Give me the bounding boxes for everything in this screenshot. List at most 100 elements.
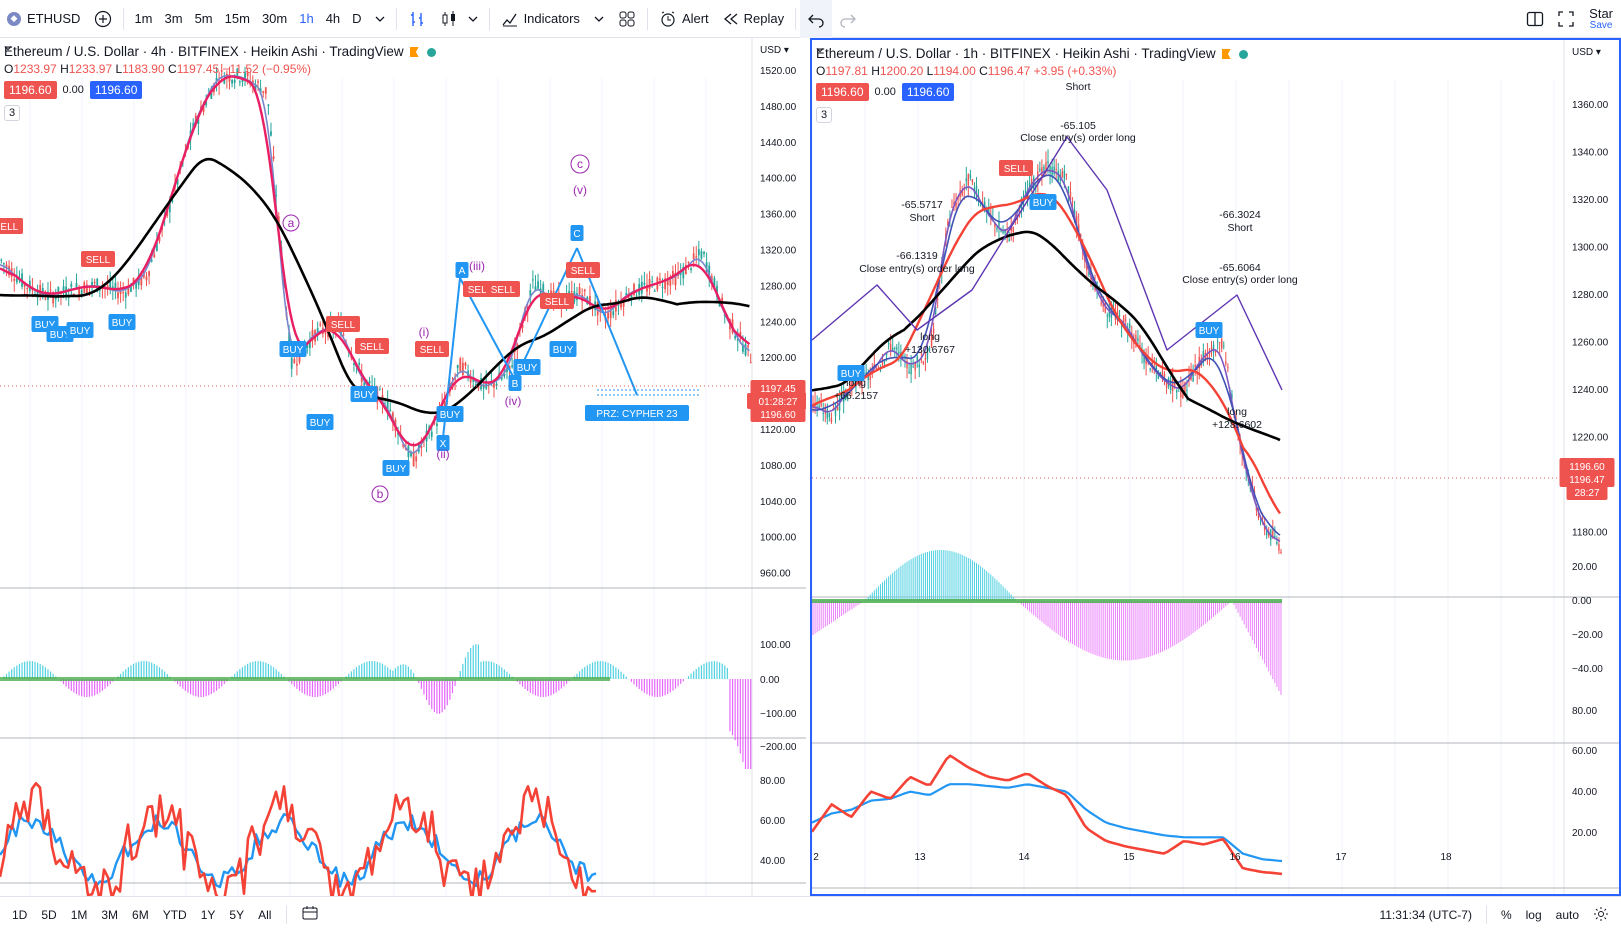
- candle-body: [669, 279, 672, 286]
- range-3m[interactable]: 3M: [101, 907, 119, 922]
- candle-body: [1045, 161, 1047, 170]
- left-ohlc-row: O1233.97 H1233.97 L1183.90 C1197.45 −11.…: [4, 62, 436, 76]
- interval-1h[interactable]: 1h: [299, 11, 314, 26]
- candle-body: [308, 339, 311, 349]
- left-chart-canvas[interactable]: USD ▾ 1520.00 1480.00 1440.00 1400.00 1360.00…: [0, 38, 806, 896]
- sell-signal-badge-bg: [355, 338, 389, 354]
- candle-body: [1261, 517, 1264, 519]
- candle-body: [914, 362, 916, 371]
- bar-style-button[interactable]: [401, 0, 433, 38]
- left-chart-title: Ethereum / U.S. Dollar · 4h · BITFINEX ·…: [4, 44, 404, 59]
- split-layout-button[interactable]: [1519, 0, 1551, 38]
- goto-date-button[interactable]: [295, 906, 325, 923]
- star-save-button[interactable]: Star Save: [1581, 7, 1621, 31]
- ohlc-open: 1197.81: [825, 64, 868, 78]
- sell-price-tag[interactable]: 1196.60: [816, 83, 869, 101]
- auto-toggle[interactable]: auto: [1555, 908, 1579, 922]
- candle-body: [865, 372, 867, 375]
- interval-1m[interactable]: 1m: [134, 11, 153, 26]
- layout-button[interactable]: [611, 0, 643, 38]
- bid-price-tag: 1196.60: [1569, 462, 1605, 473]
- redo-button[interactable]: [832, 0, 864, 38]
- range-list: 1D 5D 1M 3M 6M YTD 1Y 5Y All: [0, 905, 325, 924]
- price-tick-label: 1440.00: [760, 138, 797, 149]
- osc-tick-label: −200.00: [760, 742, 797, 753]
- candle-body: [1180, 388, 1182, 398]
- interval-15m[interactable]: 15m: [224, 11, 250, 26]
- interval-4h[interactable]: 4h: [325, 11, 341, 26]
- range-1y[interactable]: 1Y: [200, 907, 216, 922]
- range-5d[interactable]: 5D: [41, 907, 57, 922]
- candle-body: [881, 361, 884, 365]
- buy-signal-badge-bg: [436, 406, 464, 422]
- candle-body: [932, 328, 935, 333]
- pattern-point-b-bg: [508, 375, 522, 391]
- buy-signal-badge: BUY: [112, 318, 133, 329]
- clock-timezone[interactable]: 11:31:34 (UTC-7): [1379, 908, 1472, 922]
- indicators-collapse-button[interactable]: 3: [816, 48, 833, 123]
- range-1m[interactable]: 1M: [70, 907, 88, 922]
- long-2-label: long: [920, 331, 940, 343]
- last-price-tag: 1196.47: [1569, 475, 1605, 486]
- candle-body: [1165, 381, 1168, 388]
- range-all[interactable]: All: [258, 907, 272, 922]
- sell-signal-badge-bg: [415, 341, 449, 357]
- gear-icon: [1594, 906, 1608, 921]
- interval-5m[interactable]: 5m: [194, 11, 213, 26]
- candle-body: [612, 311, 615, 316]
- interval-3m[interactable]: 3m: [164, 11, 183, 26]
- expand-icon: [1558, 11, 1574, 27]
- wave-ii-label: (ii): [436, 447, 449, 461]
- candle-body: [436, 423, 438, 427]
- range-ytd[interactable]: YTD: [162, 907, 187, 922]
- sell-signal-badge-bg: [999, 160, 1033, 176]
- alert-button[interactable]: Alert: [652, 0, 716, 38]
- range-6m[interactable]: 6M: [132, 907, 149, 922]
- indicator-count: 3: [9, 107, 16, 119]
- candle-body: [885, 352, 888, 356]
- buy-price-tag[interactable]: 1196.60: [89, 81, 143, 99]
- replay-button[interactable]: Replay: [716, 0, 791, 38]
- buy-signal-badge: BUY: [440, 410, 461, 421]
- left-chart-pane[interactable]: USD ▾ 1520.00 1480.00 1440.00 1400.00 1360.00…: [0, 38, 806, 896]
- ohlc-open: 1233.97: [13, 62, 57, 76]
- bottom-toolbar: 1D 5D 1M 3M 6M YTD 1Y 5Y All 11:31:34 (U…: [0, 896, 1621, 932]
- right-chart-pane[interactable]: USD ▾ 1360.00 1340.00 1320.00 1300.00 1280.00…: [810, 38, 1621, 896]
- symbol-search[interactable]: ◆ ETHUSD: [0, 0, 87, 38]
- buy-signal-badge: BUY: [50, 330, 71, 341]
- candle-style-button[interactable]: [433, 0, 485, 38]
- right-chart-canvas[interactable]: USD ▾1360.001340.001320.001300.001280.00…: [812, 40, 1619, 894]
- interval-dropdown-button[interactable]: [368, 0, 392, 38]
- candle-body: [1135, 335, 1137, 341]
- buy-price-tag[interactable]: 1196.60: [901, 83, 955, 101]
- candle-body: [1210, 347, 1213, 350]
- interval-30m[interactable]: 30m: [261, 11, 288, 26]
- candle-body: [464, 362, 467, 366]
- buy-signal-badge: BUY: [310, 418, 331, 429]
- sell-signal-badge-bg: [0, 218, 23, 234]
- indicators-button[interactable]: Indicators: [494, 0, 611, 38]
- chart-settings-button[interactable]: [1593, 906, 1609, 925]
- sell-price-tag[interactable]: 1196.60: [4, 81, 57, 99]
- undo-button[interactable]: [800, 0, 833, 38]
- time-tick-label: 13: [914, 852, 926, 863]
- candle-body: [275, 194, 278, 197]
- percent-toggle[interactable]: %: [1500, 908, 1512, 922]
- sell-signal-badge: SELL: [420, 345, 445, 356]
- range-1d[interactable]: 1D: [12, 907, 28, 922]
- short-2-label: Short: [1065, 81, 1090, 93]
- candle-body: [994, 222, 996, 227]
- indicators-collapse-button[interactable]: 3: [4, 46, 21, 121]
- candle-body: [1218, 342, 1221, 344]
- buy-signal-badge-bg: [350, 386, 378, 402]
- interval-d[interactable]: D: [352, 11, 362, 26]
- candle-body: [176, 179, 179, 185]
- range-5y[interactable]: 5Y: [229, 907, 245, 922]
- compare-button[interactable]: [87, 0, 119, 38]
- log-toggle[interactable]: log: [1525, 908, 1542, 922]
- candle-body: [391, 412, 394, 422]
- chevron-down-icon: [816, 48, 824, 53]
- price-tick-label: 1360.00: [1572, 100, 1609, 111]
- candle-body: [1163, 374, 1166, 377]
- fullscreen-button[interactable]: [1551, 0, 1581, 38]
